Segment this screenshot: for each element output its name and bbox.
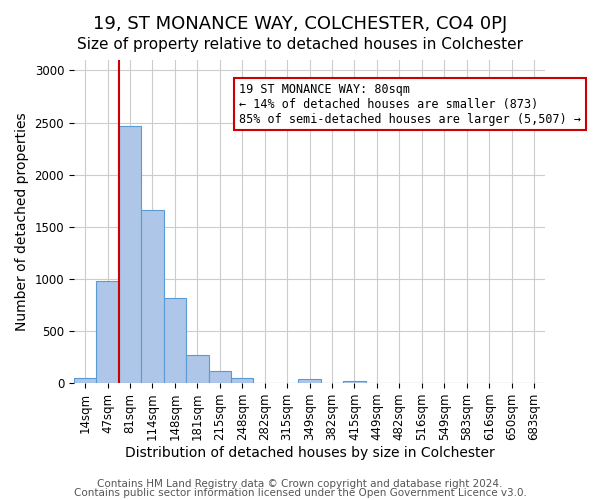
Text: Contains public sector information licensed under the Open Government Licence v3: Contains public sector information licen… (74, 488, 526, 498)
Bar (119, 126, 141, 383)
Text: Contains HM Land Registry data © Crown copyright and database right 2024.: Contains HM Land Registry data © Crown c… (97, 479, 503, 489)
X-axis label: Distribution of detached houses by size in Colchester: Distribution of detached houses by size … (125, 446, 494, 460)
Text: Size of property relative to detached houses in Colchester: Size of property relative to detached ho… (77, 38, 523, 52)
Bar (298, 379, 321, 383)
Bar (74, 378, 97, 383)
Bar (209, 370, 231, 383)
Bar (141, 210, 164, 383)
Bar (343, 381, 365, 383)
Text: 19, ST MONANCE WAY, COLCHESTER, CO4 0PJ: 19, ST MONANCE WAY, COLCHESTER, CO4 0PJ (93, 15, 507, 33)
Text: 19 ST MONANCE WAY: 80sqm
← 14% of detached houses are smaller (873)
85% of semi-: 19 ST MONANCE WAY: 80sqm ← 14% of detach… (239, 82, 581, 126)
Bar (97, 281, 119, 383)
Bar (164, 298, 186, 383)
Y-axis label: Number of detached properties: Number of detached properties (15, 112, 29, 331)
Bar (186, 355, 209, 383)
Bar (231, 378, 253, 383)
